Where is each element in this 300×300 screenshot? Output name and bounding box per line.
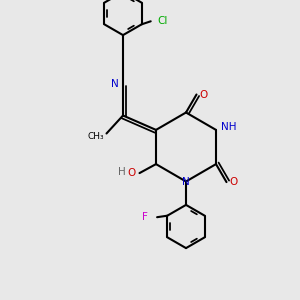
Text: N: N (111, 79, 119, 89)
Text: Cl: Cl (158, 16, 168, 26)
Text: N: N (182, 177, 190, 187)
Text: CH₃: CH₃ (88, 132, 104, 141)
Text: H: H (118, 167, 126, 177)
Text: F: F (142, 212, 148, 222)
Text: NH: NH (221, 122, 236, 133)
Text: O: O (199, 89, 207, 100)
Text: O: O (128, 168, 136, 178)
Text: O: O (229, 177, 237, 187)
